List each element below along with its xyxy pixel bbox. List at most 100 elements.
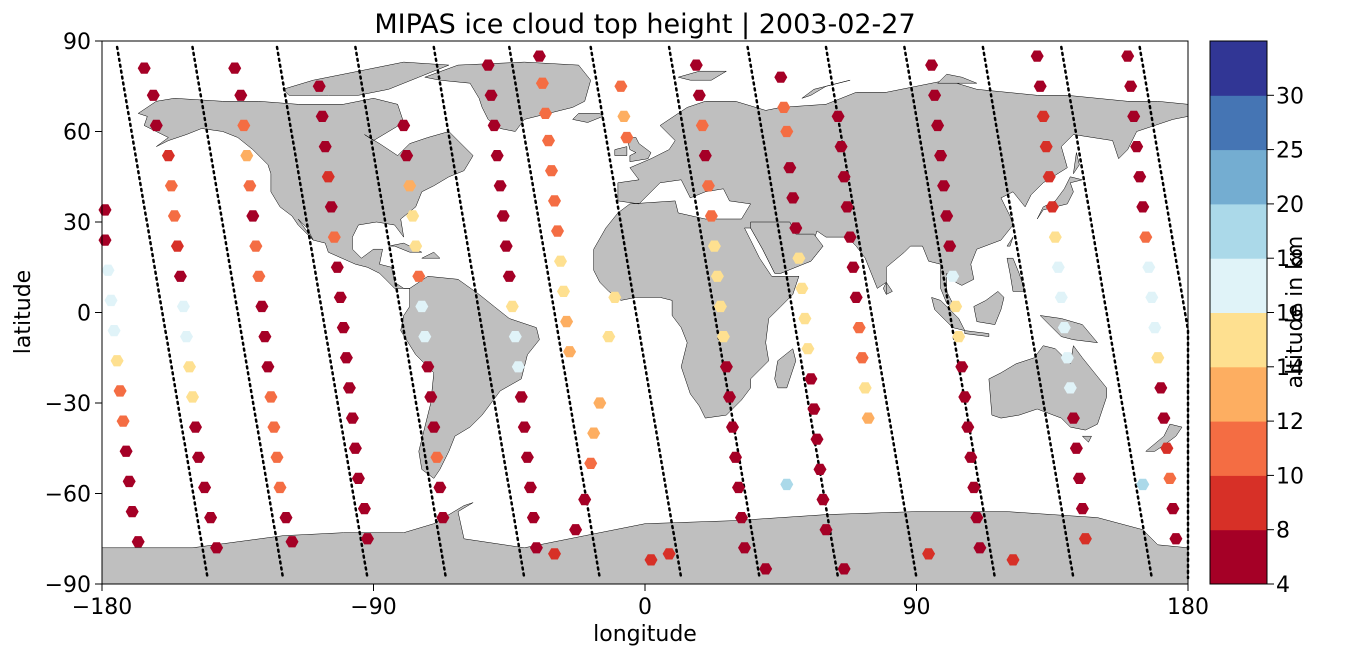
colorbar-tick-label: 12 <box>1276 410 1304 435</box>
data-point <box>361 533 374 545</box>
data-point <box>418 331 432 343</box>
data-point <box>792 252 806 264</box>
data-point <box>529 542 543 554</box>
data-point <box>424 391 438 403</box>
data-point <box>617 110 631 122</box>
data-point <box>701 180 715 192</box>
data-point <box>837 563 851 575</box>
data-point <box>1033 80 1047 92</box>
data-point <box>357 503 371 515</box>
data-point <box>557 285 570 297</box>
data-point <box>279 512 293 524</box>
colorbar-segment <box>1210 529 1267 585</box>
x-axis: −180 −90 0 90 180 <box>72 584 1209 620</box>
data-point <box>729 451 742 463</box>
data-point <box>1048 231 1062 243</box>
data-point <box>1060 352 1074 364</box>
data-point <box>861 412 875 424</box>
data-point <box>318 141 332 153</box>
y-axis-title: latitude <box>11 270 36 354</box>
data-point <box>508 331 522 343</box>
colorbar-segment <box>1210 149 1267 205</box>
data-point <box>264 391 278 403</box>
data-point <box>1142 261 1156 273</box>
data-point <box>101 264 115 276</box>
data-point <box>333 291 347 303</box>
orbit-track <box>589 45 683 580</box>
data-point <box>400 150 414 162</box>
data-point <box>487 119 501 132</box>
colorbar-tick-label: 10 <box>1276 464 1304 489</box>
land-antarctica <box>101 502 1189 585</box>
data-point <box>267 421 281 433</box>
data-point <box>1169 533 1183 545</box>
data-point <box>852 322 866 334</box>
data-point <box>973 542 987 554</box>
data-point <box>116 415 130 427</box>
data-point <box>542 134 555 147</box>
land-africa-eurasia <box>593 79 1189 419</box>
data-point <box>602 331 616 343</box>
data-point <box>723 391 736 403</box>
data-point <box>1072 472 1086 484</box>
colorbar-tick-label: 16 <box>1276 302 1304 327</box>
data-point <box>312 80 326 92</box>
colorbar-segment <box>1210 41 1267 96</box>
data-point <box>789 222 803 234</box>
y-tick-label: 90 <box>63 30 91 55</box>
data-point <box>336 322 350 334</box>
data-point <box>1045 201 1059 213</box>
data-point <box>855 352 869 364</box>
land-sri-lanka <box>886 281 893 295</box>
data-point <box>563 346 577 358</box>
chart-title: MIPAS ice cloud top height | 2003-02-27 <box>374 9 915 40</box>
data-point <box>560 315 574 328</box>
data-point <box>819 524 833 536</box>
data-point <box>255 300 269 313</box>
colorbar-segment <box>1210 95 1267 151</box>
data-point <box>593 397 607 409</box>
data-point <box>421 361 435 373</box>
data-point <box>949 300 963 313</box>
data-point <box>164 180 178 192</box>
data-point <box>517 421 531 433</box>
plot-area <box>98 40 1190 585</box>
data-point <box>107 325 121 337</box>
data-points <box>98 50 1183 575</box>
data-point <box>732 481 745 494</box>
data-point <box>261 361 275 373</box>
orbit-tracks <box>115 45 1190 580</box>
data-point <box>548 548 561 560</box>
data-point <box>1030 50 1044 62</box>
data-point <box>490 150 504 162</box>
colorbar: 4 8 10 12 14 16 18 20 25 30 <box>1209 40 1304 598</box>
orbit-track <box>432 45 526 580</box>
data-point <box>928 89 942 101</box>
data-point <box>481 59 495 71</box>
data-point <box>1006 554 1020 566</box>
y-tick-label: 30 <box>63 211 91 236</box>
land-hispaniola <box>421 251 441 259</box>
orbit-track <box>746 45 840 580</box>
x-tick-label: 180 <box>1167 595 1209 620</box>
data-point <box>774 71 788 83</box>
y-axis: −90 −60 −30 0 30 60 90 <box>45 30 102 598</box>
data-point <box>131 536 145 548</box>
data-point <box>849 291 863 303</box>
data-point <box>330 261 344 273</box>
land-sakhalin <box>1073 152 1080 174</box>
colorbar-tick-label: 8 <box>1276 519 1290 544</box>
colorbar-segment <box>1210 258 1267 313</box>
data-point <box>1121 50 1135 62</box>
data-point <box>246 210 260 222</box>
data-point <box>551 225 564 237</box>
data-point <box>252 270 266 282</box>
colorbar-segment <box>1210 366 1267 422</box>
data-point <box>644 554 658 566</box>
data-point <box>149 119 163 132</box>
data-point <box>183 361 196 373</box>
data-point <box>321 171 335 183</box>
data-point <box>176 300 190 313</box>
data-point <box>1145 291 1159 303</box>
data-point <box>952 331 966 343</box>
